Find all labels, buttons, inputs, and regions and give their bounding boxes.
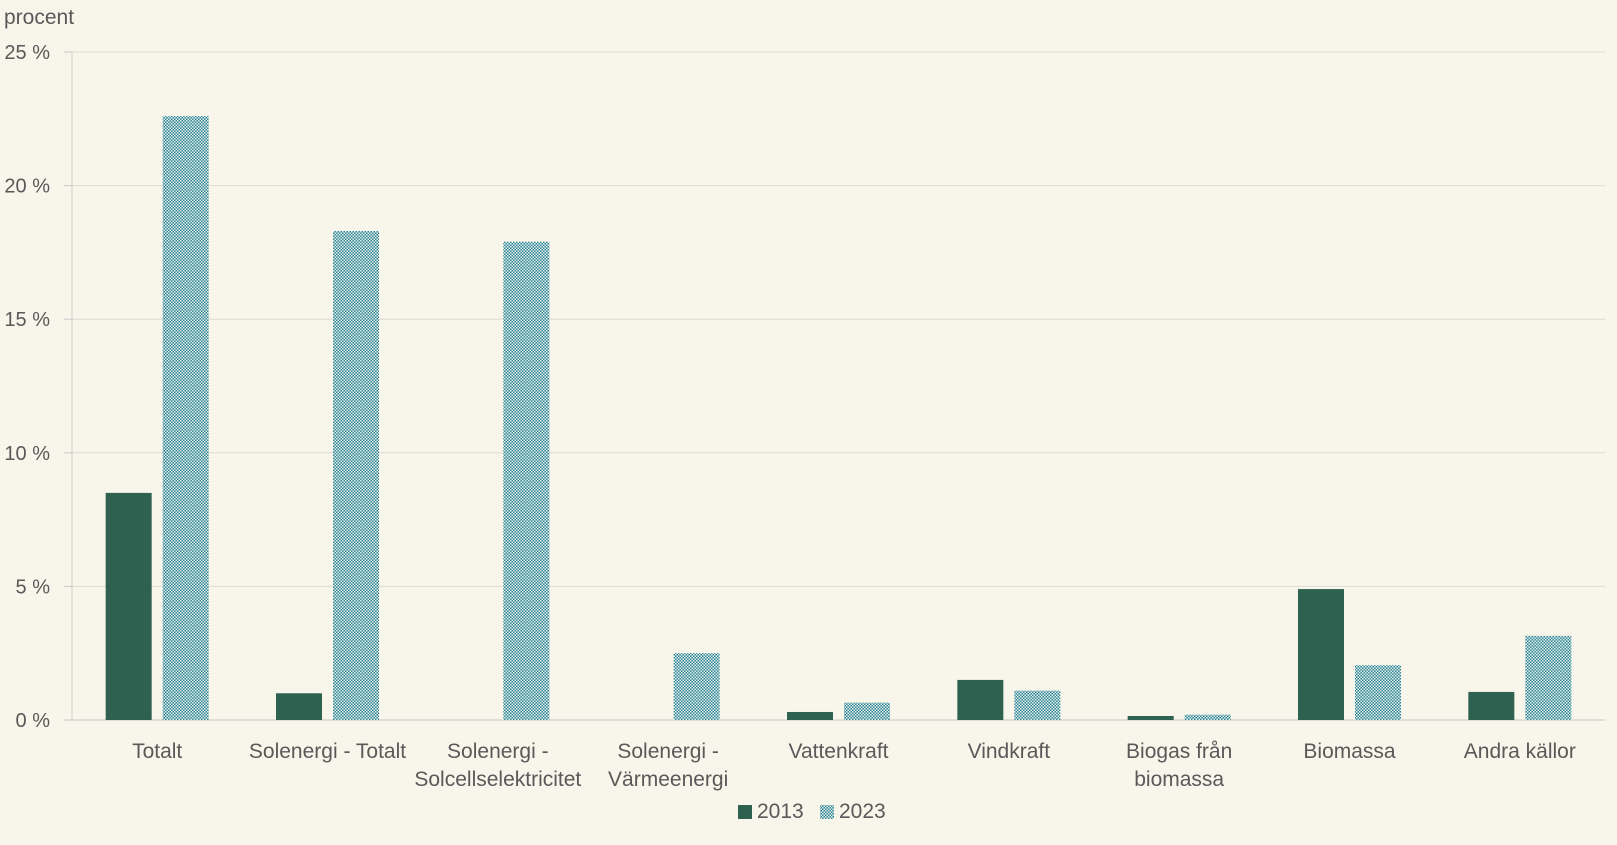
x-category-label: Solenergi - xyxy=(617,740,719,763)
y-tick-label: 0 % xyxy=(16,710,51,732)
y-tick-label: 10 % xyxy=(4,443,50,465)
y-tick-label: 5 % xyxy=(16,576,51,598)
x-category-label: Värmeenergi xyxy=(608,768,728,791)
legend-label-2013: 2013 xyxy=(757,800,804,823)
bar-2013-8 xyxy=(1468,691,1515,720)
y-tick-label: 20 % xyxy=(4,176,50,198)
bar-2023-6 xyxy=(1184,714,1231,720)
bar-2023-8 xyxy=(1525,635,1572,720)
x-category-label: biomassa xyxy=(1134,768,1224,791)
bar-2013-7 xyxy=(1298,589,1344,720)
legend-swatch-2013 xyxy=(738,805,752,819)
bar-2023-4 xyxy=(844,702,890,720)
legend-swatch-2023 xyxy=(820,805,834,819)
x-category-label: Totalt xyxy=(132,740,182,763)
y-tick-label: 15 % xyxy=(4,309,50,331)
x-category-label: Vindkraft xyxy=(968,740,1051,763)
bar-2023-3 xyxy=(673,653,720,720)
bar-2023-2 xyxy=(503,241,550,720)
bar-2023-1 xyxy=(333,231,379,721)
y-tick-label: 25 % xyxy=(4,42,50,64)
bar-2013-0 xyxy=(105,492,152,720)
bar-2023-7 xyxy=(1355,665,1401,720)
x-category-label: Biomassa xyxy=(1303,740,1396,763)
x-category-label: Andra källor xyxy=(1464,740,1576,763)
bar-2013-6 xyxy=(1127,715,1174,720)
y-axis-unit-label: procent xyxy=(4,6,74,29)
x-category-label: Solenergi - Totalt xyxy=(249,740,406,763)
bar-2013-4 xyxy=(787,711,833,720)
x-category-label: Vattenkraft xyxy=(789,740,889,763)
x-category-label: Solcellselektricitet xyxy=(414,768,581,791)
bar-2023-5 xyxy=(1014,690,1061,720)
bar-2013-1 xyxy=(276,693,322,720)
legend-label-2023: 2023 xyxy=(839,800,886,823)
x-category-label: Biogas från xyxy=(1126,740,1232,763)
x-category-label: Solenergi - xyxy=(447,740,549,763)
bar-2023-0 xyxy=(162,116,209,721)
bar-2013-5 xyxy=(957,679,1004,720)
